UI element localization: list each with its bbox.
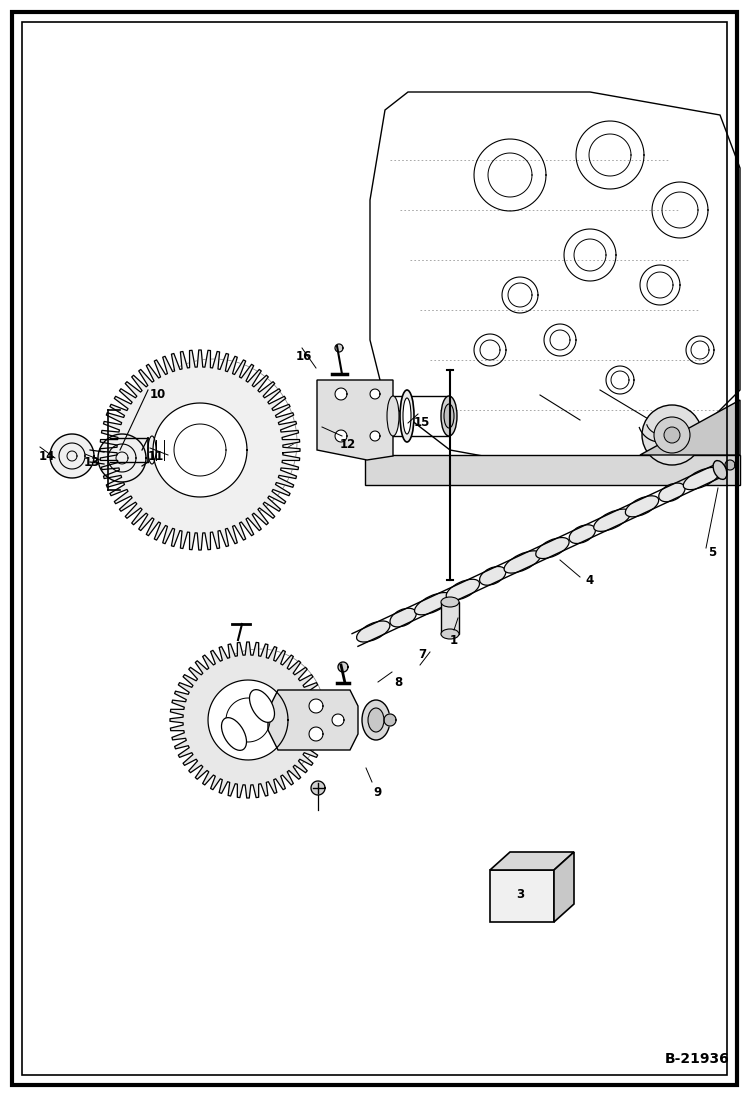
Text: 4: 4 (586, 574, 594, 587)
Polygon shape (309, 699, 323, 713)
Polygon shape (170, 642, 326, 798)
Polygon shape (309, 727, 323, 740)
Ellipse shape (446, 579, 479, 600)
Polygon shape (725, 460, 735, 470)
Text: 16: 16 (296, 350, 312, 362)
Polygon shape (50, 434, 94, 478)
Polygon shape (153, 403, 247, 497)
Polygon shape (335, 430, 347, 442)
Ellipse shape (387, 396, 399, 436)
Text: 8: 8 (394, 676, 402, 689)
Ellipse shape (713, 461, 727, 479)
Polygon shape (311, 781, 325, 795)
Polygon shape (100, 350, 300, 550)
Polygon shape (370, 431, 380, 441)
Ellipse shape (569, 524, 595, 543)
Ellipse shape (441, 396, 457, 436)
Polygon shape (332, 714, 344, 726)
Ellipse shape (479, 566, 506, 585)
Ellipse shape (441, 597, 459, 607)
Text: 5: 5 (708, 546, 716, 559)
Text: 7: 7 (418, 647, 426, 660)
Bar (441, 602, 459, 634)
Ellipse shape (642, 405, 702, 465)
Polygon shape (554, 852, 574, 921)
Ellipse shape (659, 483, 685, 501)
Ellipse shape (441, 629, 459, 638)
Ellipse shape (683, 467, 721, 489)
Text: 9: 9 (374, 785, 382, 799)
Polygon shape (317, 380, 393, 460)
Ellipse shape (504, 551, 541, 573)
Ellipse shape (390, 608, 416, 627)
Ellipse shape (403, 398, 411, 434)
Text: 13: 13 (84, 455, 100, 468)
Ellipse shape (249, 690, 274, 722)
Polygon shape (640, 400, 740, 455)
Ellipse shape (664, 427, 680, 443)
Text: 12: 12 (340, 438, 356, 451)
Text: 10: 10 (150, 387, 166, 400)
Ellipse shape (625, 496, 658, 517)
Ellipse shape (222, 717, 246, 750)
Ellipse shape (362, 700, 390, 740)
Text: 3: 3 (516, 889, 524, 902)
Ellipse shape (368, 708, 384, 732)
Polygon shape (370, 389, 380, 399)
Polygon shape (335, 388, 347, 400)
Polygon shape (98, 434, 146, 482)
Polygon shape (490, 852, 574, 870)
Ellipse shape (444, 404, 454, 428)
Ellipse shape (414, 592, 452, 614)
Text: 15: 15 (413, 416, 430, 429)
Ellipse shape (536, 538, 569, 558)
Ellipse shape (400, 391, 414, 442)
Polygon shape (268, 690, 358, 750)
Ellipse shape (654, 417, 690, 453)
Text: 1: 1 (450, 633, 458, 646)
Polygon shape (335, 344, 343, 352)
Ellipse shape (594, 509, 631, 531)
Bar (490, 870, 554, 921)
Text: 14: 14 (39, 450, 55, 463)
Polygon shape (365, 455, 740, 485)
Text: 11: 11 (148, 450, 164, 463)
Text: B-21936: B-21936 (664, 1052, 730, 1066)
Polygon shape (338, 661, 348, 672)
Ellipse shape (357, 621, 390, 642)
Polygon shape (384, 714, 396, 726)
Polygon shape (208, 680, 288, 760)
